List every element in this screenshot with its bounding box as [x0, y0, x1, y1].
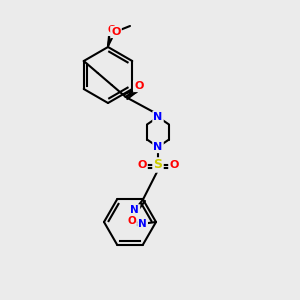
- Text: O: O: [134, 81, 143, 91]
- Text: N: N: [153, 112, 163, 122]
- Text: O: O: [108, 25, 116, 35]
- Text: N: N: [138, 219, 147, 229]
- Text: O: O: [169, 160, 179, 170]
- Text: O: O: [137, 160, 147, 170]
- Text: S: S: [154, 158, 163, 172]
- Text: N: N: [130, 205, 139, 215]
- Text: O: O: [111, 27, 121, 37]
- Text: O: O: [127, 216, 136, 226]
- Text: N: N: [153, 142, 163, 152]
